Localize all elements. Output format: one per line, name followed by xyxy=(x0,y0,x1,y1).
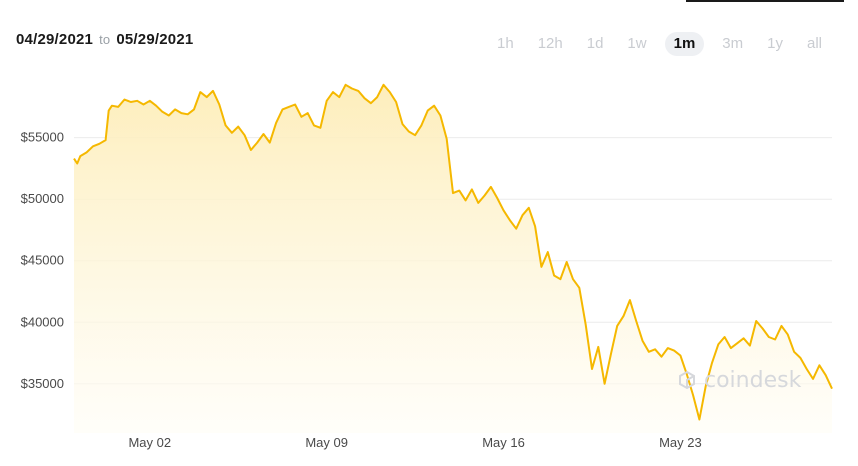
x-axis-labels: May 02 May 09 May 16 May 23 xyxy=(128,435,701,450)
date-range: 04/29/2021 to 05/29/2021 xyxy=(16,31,193,48)
x-tick-label: May 02 xyxy=(128,435,171,450)
range-3m-button[interactable]: 3m xyxy=(722,35,744,52)
x-tick-label: May 09 xyxy=(305,435,348,450)
y-axis-labels: $35000 $40000 $45000 $50000 $55000 xyxy=(21,130,64,391)
x-tick-label: May 16 xyxy=(482,435,525,450)
to-label: to xyxy=(99,32,111,47)
top-divider xyxy=(686,0,844,2)
range-12h-button[interactable]: 12h xyxy=(537,35,563,52)
x-tick-label: May 23 xyxy=(659,435,702,450)
price-area xyxy=(74,84,832,434)
price-line xyxy=(73,83,833,421)
y-tick-label: $45000 xyxy=(21,253,64,268)
y-tick-label: $50000 xyxy=(21,191,64,206)
watermark-text: coindesk xyxy=(704,368,802,393)
end-date: 05/29/2021 xyxy=(116,31,194,48)
range-1y-button[interactable]: 1y xyxy=(767,35,783,52)
time-range-selector: 1h 12h 1d 1w 1m 3m 1y all xyxy=(479,32,828,56)
range-1m-button[interactable]: 1m xyxy=(664,32,705,56)
range-1h-button[interactable]: 1h xyxy=(497,35,514,52)
range-1w-button[interactable]: 1w xyxy=(627,35,647,52)
y-tick-label: $35000 xyxy=(21,376,64,391)
y-tick-label: $40000 xyxy=(21,314,64,329)
range-1d-button[interactable]: 1d xyxy=(586,35,604,52)
coindesk-logo-icon xyxy=(679,370,695,389)
range-all-button[interactable]: all xyxy=(806,35,822,52)
y-tick-label: $55000 xyxy=(21,130,64,145)
start-date: 04/29/2021 xyxy=(16,31,94,48)
coindesk-watermark: coindesk xyxy=(676,368,801,393)
